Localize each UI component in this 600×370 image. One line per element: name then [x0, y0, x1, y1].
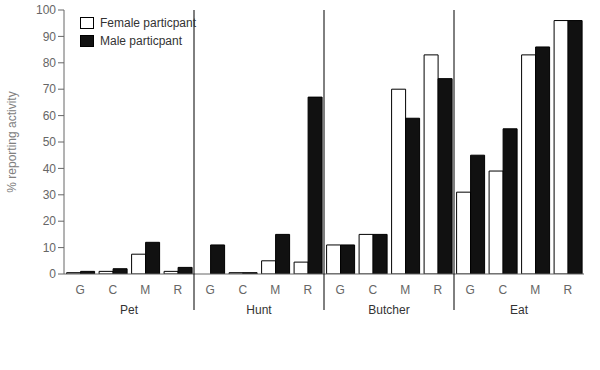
svg-text:M: M	[530, 283, 540, 297]
svg-text:Butcher: Butcher	[368, 303, 409, 317]
svg-text:100: 100	[36, 3, 56, 17]
svg-text:M: M	[270, 283, 280, 297]
svg-text:40: 40	[43, 162, 57, 176]
svg-text:0: 0	[49, 267, 56, 281]
html-text:Female particpant: Female particpant	[100, 16, 196, 30]
svg-text:C: C	[108, 283, 117, 297]
svg-text:R: R	[563, 283, 572, 297]
svg-text:G: G	[206, 283, 215, 297]
svg-text:Eat: Eat	[510, 303, 529, 317]
svg-text:M: M	[400, 283, 410, 297]
svg-text:R: R	[433, 283, 442, 297]
svg-text:G: G	[336, 283, 345, 297]
html-text:Male particpant: Male particpant	[100, 34, 182, 48]
svg-text:C: C	[498, 283, 507, 297]
svg-text:% reporting activity: % reporting activity	[8, 91, 19, 192]
svg-text:10: 10	[43, 241, 57, 255]
svg-text:C: C	[368, 283, 377, 297]
svg-text:R: R	[303, 283, 312, 297]
svg-text:Hunt: Hunt	[246, 303, 272, 317]
svg-text:50: 50	[43, 135, 57, 149]
svg-text:80: 80	[43, 56, 57, 70]
svg-text:G: G	[76, 283, 85, 297]
svg-text:30: 30	[43, 188, 57, 202]
svg-text:70: 70	[43, 82, 57, 96]
svg-text:C: C	[238, 283, 247, 297]
svg-text:Pet: Pet	[120, 303, 139, 317]
svg-text:60: 60	[43, 109, 57, 123]
svg-text:M: M	[140, 283, 150, 297]
svg-text:20: 20	[43, 214, 57, 228]
svg-text:G: G	[466, 283, 475, 297]
svg-text:90: 90	[43, 30, 57, 44]
svg-text:R: R	[173, 283, 182, 297]
